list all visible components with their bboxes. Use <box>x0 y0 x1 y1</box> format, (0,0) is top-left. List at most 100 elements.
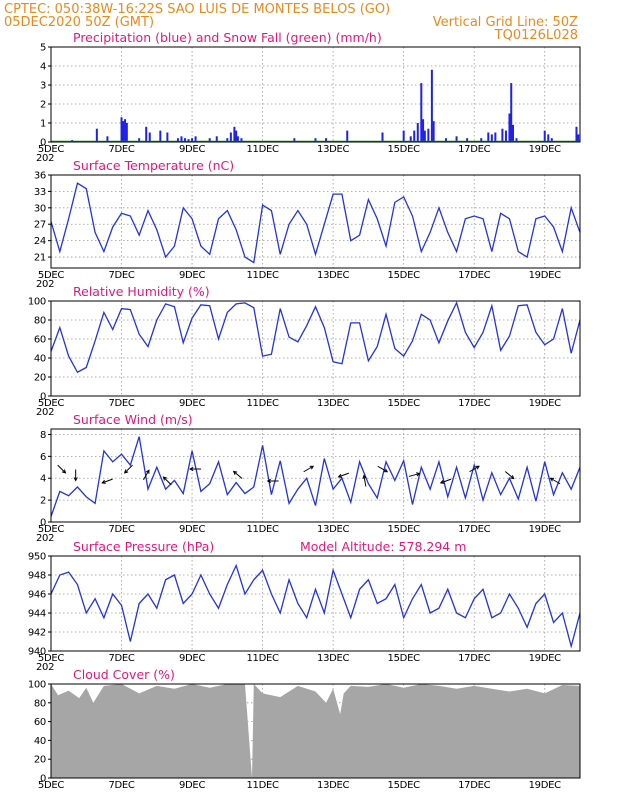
precip-bar <box>148 132 151 142</box>
precip-bar <box>432 121 435 142</box>
humidity-ytick-label: 80 <box>34 316 46 327</box>
precip-xtick-label: 9DEC <box>179 144 205 155</box>
precip-xtick-label: 17DEC <box>458 144 491 155</box>
precip-bar <box>226 138 229 142</box>
precip-bar <box>427 128 430 142</box>
precip-bar <box>402 130 405 142</box>
temperature-xtick-label: 5DEC <box>38 270 64 281</box>
precip-bar <box>215 136 218 142</box>
temperature-panel: 21 24 27 30 33 36 5DEC 7DEC 9DEC 11DEC 13DEC 15DEC 1… <box>34 158 581 290</box>
precip-bar <box>176 138 179 142</box>
cloud-xtick-label: 15DEC <box>388 780 421 791</box>
precip-bar <box>159 130 162 142</box>
precip-bar <box>381 132 384 142</box>
wind-arrow <box>101 478 113 484</box>
humidity-ytick-label: 100 <box>28 297 46 308</box>
precip-bar <box>511 124 514 142</box>
pressure-ytick-label: 946 <box>28 590 46 601</box>
precip-panel: 0 1 2 3 4 5 5DEC 7DEC 9DEC 11DEC 13DEC 15DEC 17DEC 19… <box>36 30 581 164</box>
pressure-xtick-label: 17DEC <box>458 653 491 664</box>
precip-ytick-label: 5 <box>40 43 46 54</box>
temperature-xtick-label: 19DEC <box>529 270 562 281</box>
wind-xtick-label: 13DEC <box>317 524 350 535</box>
humidity-line <box>50 301 581 374</box>
cloud-cover-area <box>51 684 580 778</box>
wind-arrow <box>504 471 515 480</box>
pressure-panel: 940 942 944 946 948 950 5DEC 7DEC 9DEC 11DEC 13DEC… <box>28 539 581 673</box>
precip-ytick-label: 1 <box>40 119 46 130</box>
pressure-xtick-label: 19DEC <box>529 653 562 664</box>
humidity-ytick-label: 0 <box>40 392 46 403</box>
wind-arrow <box>57 464 67 474</box>
precip-bar <box>543 130 546 142</box>
wind-title: Surface Wind (m/s) <box>73 412 193 427</box>
cloud-ytick-label: 100 <box>28 680 46 691</box>
precip-bar <box>430 69 433 142</box>
temperature-ytick-label: 21 <box>34 253 46 264</box>
cloud-xtick-label: 7DEC <box>108 780 134 791</box>
pressure-xtick-label: 15DEC <box>388 653 421 664</box>
precip-xtick-label: 5DEC <box>38 144 64 155</box>
cloud-xtick-label: 19DEC <box>529 780 562 791</box>
precip-bar <box>194 136 197 142</box>
precip-bar <box>125 123 128 142</box>
wind-arrow <box>143 469 150 481</box>
precip-bar <box>422 119 425 142</box>
pressure-xtick-label: 5DEC <box>38 653 64 664</box>
humidity-frame <box>50 300 581 397</box>
precip-xtick-label: 13DEC <box>317 144 350 155</box>
temperature-xtick-label: 13DEC <box>317 270 350 281</box>
cloud-title: Cloud Cover (%) <box>73 667 175 682</box>
precip-bar <box>413 130 416 142</box>
pressure-xtick-label: 11DEC <box>246 653 279 664</box>
temperature-line <box>50 182 581 264</box>
precip-ytick-label: 2 <box>40 100 46 111</box>
temperature-xtick-label: 15DEC <box>388 270 421 281</box>
temperature-ytick-label: 33 <box>34 187 46 198</box>
wind-arrow <box>337 472 350 478</box>
precip-xtick-label: 15DEC <box>388 144 421 155</box>
precip-bar <box>547 134 550 142</box>
humidity-panel: 0 20 40 60 80 100 5DEC 7DEC 9DEC 11DEC 13DEC 15DEC 1… <box>28 284 581 418</box>
wind-arrow <box>439 478 452 484</box>
wind-arrow <box>408 472 421 477</box>
wind-xtick-label: 15DEC <box>388 524 421 535</box>
precip-bar <box>487 132 490 142</box>
pressure-line <box>50 563 581 649</box>
pressure-xtick-label: 13DEC <box>317 653 350 664</box>
precip-bar <box>180 136 183 142</box>
precip-year-label: 202 <box>36 153 54 164</box>
precip-bar <box>106 136 109 142</box>
humidity-xtick-label: 17DEC <box>458 398 491 409</box>
temperature-xtick-label: 9DEC <box>179 270 205 281</box>
wind-arrow <box>189 466 202 472</box>
temperature-xtick-label: 17DEC <box>458 270 491 281</box>
wind-ytick-label: 0 <box>40 518 46 529</box>
precip-bar <box>293 138 296 142</box>
wind-arrow <box>362 474 367 487</box>
precip-xtick-label: 19DEC <box>529 144 562 155</box>
precip-title: Precipitation (blue) and Snow Fall (gree… <box>73 30 382 45</box>
precip-frame <box>50 46 581 143</box>
wind-ytick-label: 6 <box>40 452 46 463</box>
pressure-ytick-label: 948 <box>28 571 46 582</box>
humidity-ytick-label: 20 <box>34 373 46 384</box>
wind-xtick-label: 11DEC <box>246 524 279 535</box>
precip-bar <box>229 132 232 142</box>
wind-arrow <box>123 464 133 474</box>
precip-bar <box>233 126 236 142</box>
precip-bar <box>455 136 458 142</box>
cloud-xtick-label: 13DEC <box>317 780 350 791</box>
header-grid-note: Vertical Grid Line: 50Z <box>433 15 578 30</box>
temperature-ytick-label: 27 <box>34 220 46 231</box>
precip-bar <box>466 138 469 142</box>
cloud-xtick-label: 5DEC <box>38 780 64 791</box>
precip-bar <box>346 130 349 142</box>
precip-bar <box>504 130 507 142</box>
precip-bar <box>145 126 148 142</box>
precip-bar <box>314 138 317 142</box>
precip-bar <box>240 138 243 142</box>
precip-bar <box>416 123 419 142</box>
precip-bar <box>122 121 125 142</box>
pressure-ytick-label: 944 <box>28 609 46 620</box>
